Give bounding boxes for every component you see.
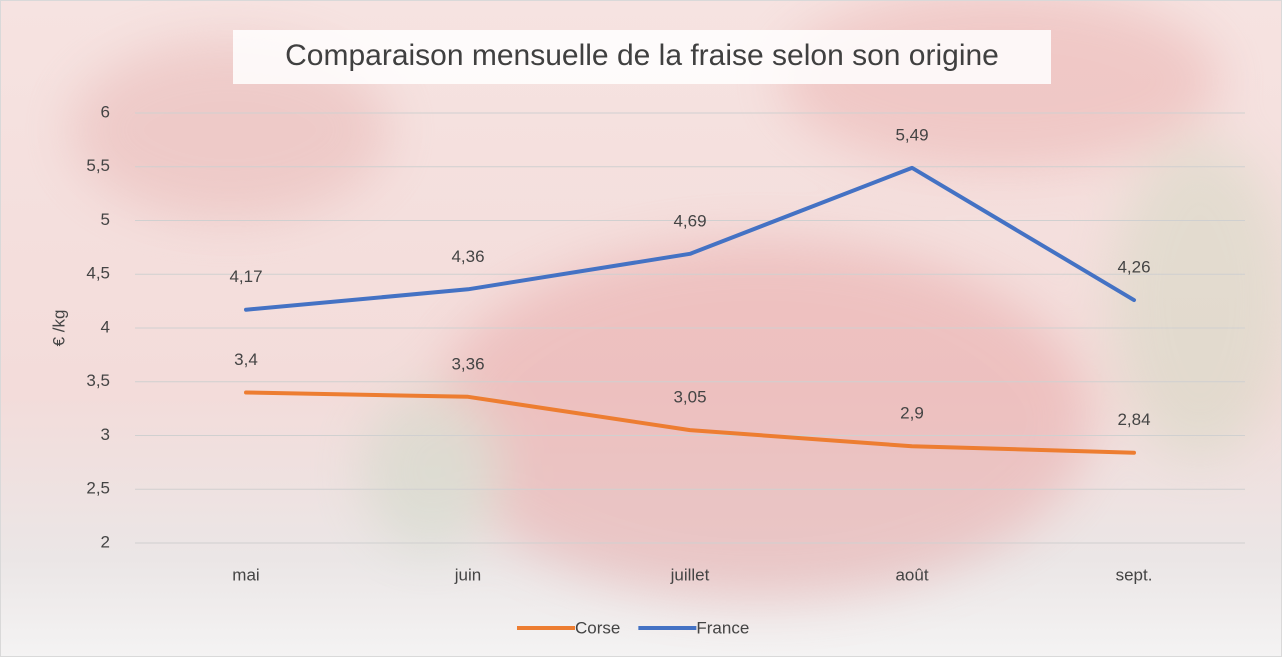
y-axis-label: € /kg [49, 310, 68, 347]
y-tick-label: 3,5 [86, 371, 110, 390]
y-tick-label: 5 [101, 210, 110, 229]
data-label: 4,17 [229, 267, 262, 286]
legend-label: France [696, 618, 749, 637]
data-label: 2,9 [900, 404, 924, 423]
y-tick-label: 4 [101, 317, 110, 336]
data-label: 3,4 [234, 350, 258, 369]
data-label: 4,36 [451, 247, 484, 266]
data-label: 3,36 [451, 354, 484, 373]
x-tick-label: août [895, 565, 928, 584]
x-tick-label: sept. [1116, 565, 1153, 584]
data-label: 3,05 [673, 388, 706, 407]
data-label: 4,26 [1117, 258, 1150, 277]
data-label: 4,69 [673, 211, 706, 230]
y-tick-label: 4,5 [86, 264, 110, 283]
y-tick-label: 5,5 [86, 156, 110, 175]
x-tick-label: mai [232, 565, 259, 584]
y-tick-label: 2 [101, 532, 110, 551]
data-label: 5,49 [895, 125, 928, 144]
data-label: 2,84 [1117, 410, 1150, 429]
y-tick-label: 2,5 [86, 479, 110, 498]
x-tick-label: juin [454, 565, 481, 584]
chart: Comparaison mensuelle de la fraise selon… [0, 0, 1282, 657]
x-tick-label: juillet [670, 565, 710, 584]
legend-label: Corse [575, 618, 620, 637]
y-tick-label: 6 [101, 102, 110, 121]
chart-title: Comparaison mensuelle de la fraise selon… [285, 39, 999, 72]
y-tick-label: 3 [101, 425, 110, 444]
